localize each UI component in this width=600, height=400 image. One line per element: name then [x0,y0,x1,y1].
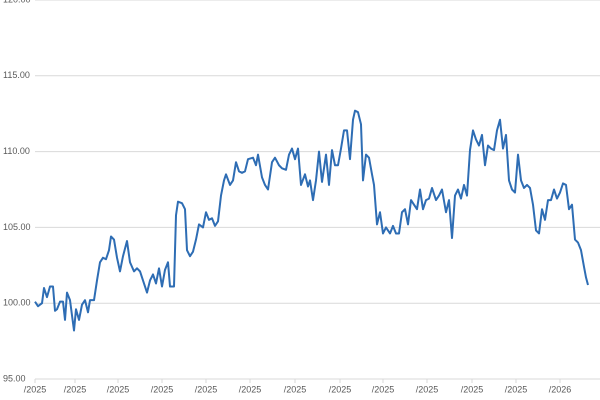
x-tick-label: /2025 [505,384,528,394]
x-tick-label: /2025 [416,384,439,394]
x-tick-label: /2025 [461,384,484,394]
x-tick-label: /2025 [372,384,395,394]
x-tick-label: /2025 [151,384,174,394]
x-tick-label: /2026 [549,384,572,394]
data-line [34,109,589,332]
x-tick-label: /2025 [24,384,47,394]
y-tick-label: 95.00 [3,373,26,383]
x-tick-label: /2025 [195,384,218,394]
y-tick-label: 100.00 [3,298,31,308]
x-tick-label: /2025 [239,384,262,394]
y-tick-label: 120.00 [3,0,31,4]
x-tick-label: /2025 [107,384,130,394]
x-tick-label: /2025 [284,384,307,394]
y-tick-label: 105.00 [3,222,31,232]
x-tick-label: /2025 [329,384,352,394]
x-tick-label: /2025 [64,384,87,394]
y-tick-label: 115.00 [3,70,30,80]
y-tick-label: 110.00 [3,146,30,156]
